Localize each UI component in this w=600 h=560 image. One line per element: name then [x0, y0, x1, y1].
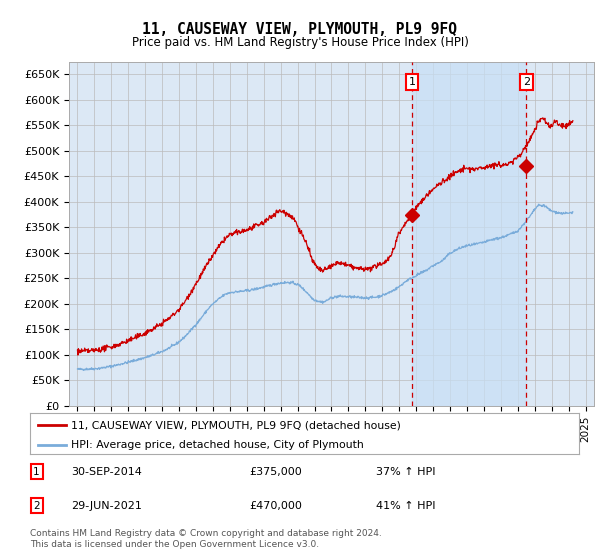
Text: 11, CAUSEWAY VIEW, PLYMOUTH, PL9 9FQ: 11, CAUSEWAY VIEW, PLYMOUTH, PL9 9FQ: [143, 22, 458, 36]
Text: HPI: Average price, detached house, City of Plymouth: HPI: Average price, detached house, City…: [71, 440, 364, 450]
Text: £375,000: £375,000: [250, 466, 302, 477]
Text: 41% ↑ HPI: 41% ↑ HPI: [376, 501, 436, 511]
Text: 1: 1: [409, 77, 415, 87]
Text: Contains HM Land Registry data © Crown copyright and database right 2024.
This d: Contains HM Land Registry data © Crown c…: [30, 529, 382, 549]
Bar: [412, 62, 526, 406]
Text: 29-JUN-2021: 29-JUN-2021: [71, 501, 142, 511]
Text: 1: 1: [33, 466, 40, 477]
Text: Price paid vs. HM Land Registry's House Price Index (HPI): Price paid vs. HM Land Registry's House …: [131, 36, 469, 49]
Text: 2: 2: [523, 77, 530, 87]
Text: £470,000: £470,000: [250, 501, 302, 511]
Text: 11, CAUSEWAY VIEW, PLYMOUTH, PL9 9FQ (detached house): 11, CAUSEWAY VIEW, PLYMOUTH, PL9 9FQ (de…: [71, 421, 401, 431]
Text: 2: 2: [33, 501, 40, 511]
Text: 37% ↑ HPI: 37% ↑ HPI: [376, 466, 436, 477]
Text: 30-SEP-2014: 30-SEP-2014: [71, 466, 142, 477]
